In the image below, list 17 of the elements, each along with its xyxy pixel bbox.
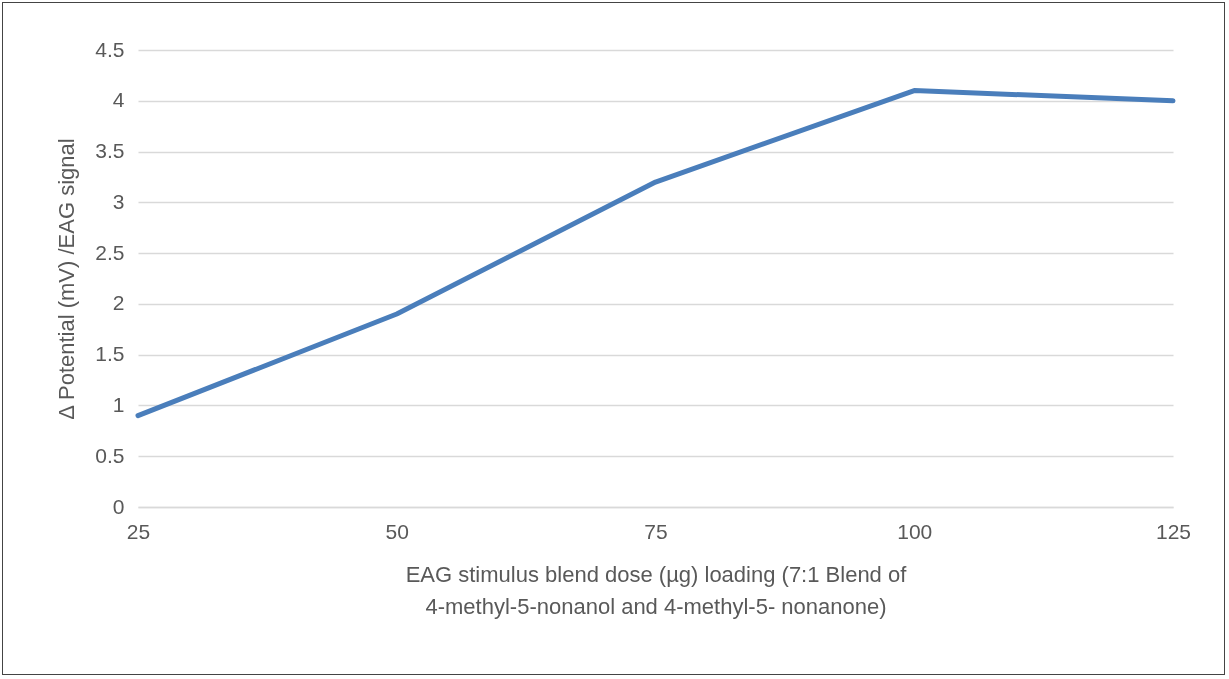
y-tick-label: 3.5 [95, 139, 125, 163]
y-tick-label: 4.5 [95, 37, 125, 61]
x-tick-label: 75 [644, 519, 668, 543]
x-tick-label: 25 [126, 519, 151, 543]
y-tick-label: 1.5 [95, 342, 125, 366]
y-tick-label: 1 [112, 392, 125, 416]
y-tick-label: 0.5 [95, 443, 125, 467]
y-axis-title: Δ Potential (mV) /EAG signal [54, 138, 80, 420]
y-tick-label: 2 [112, 291, 125, 315]
y-tick-label: 3 [112, 189, 125, 213]
y-tick-label: 0 [112, 494, 125, 518]
x-axis-title: EAG stimulus blend dose (µg) loading (7:1 Blend of 4-methyl-5-nonanol and 4-methyl-5- nonanone) [405, 561, 908, 619]
x-tick-label: 100 [897, 519, 933, 543]
x-tick-label: 125 [1155, 519, 1192, 543]
x-tick-label: 50 [385, 519, 409, 543]
y-tick-label: 4 [112, 88, 125, 112]
y-tick-label: 2.5 [95, 240, 125, 264]
